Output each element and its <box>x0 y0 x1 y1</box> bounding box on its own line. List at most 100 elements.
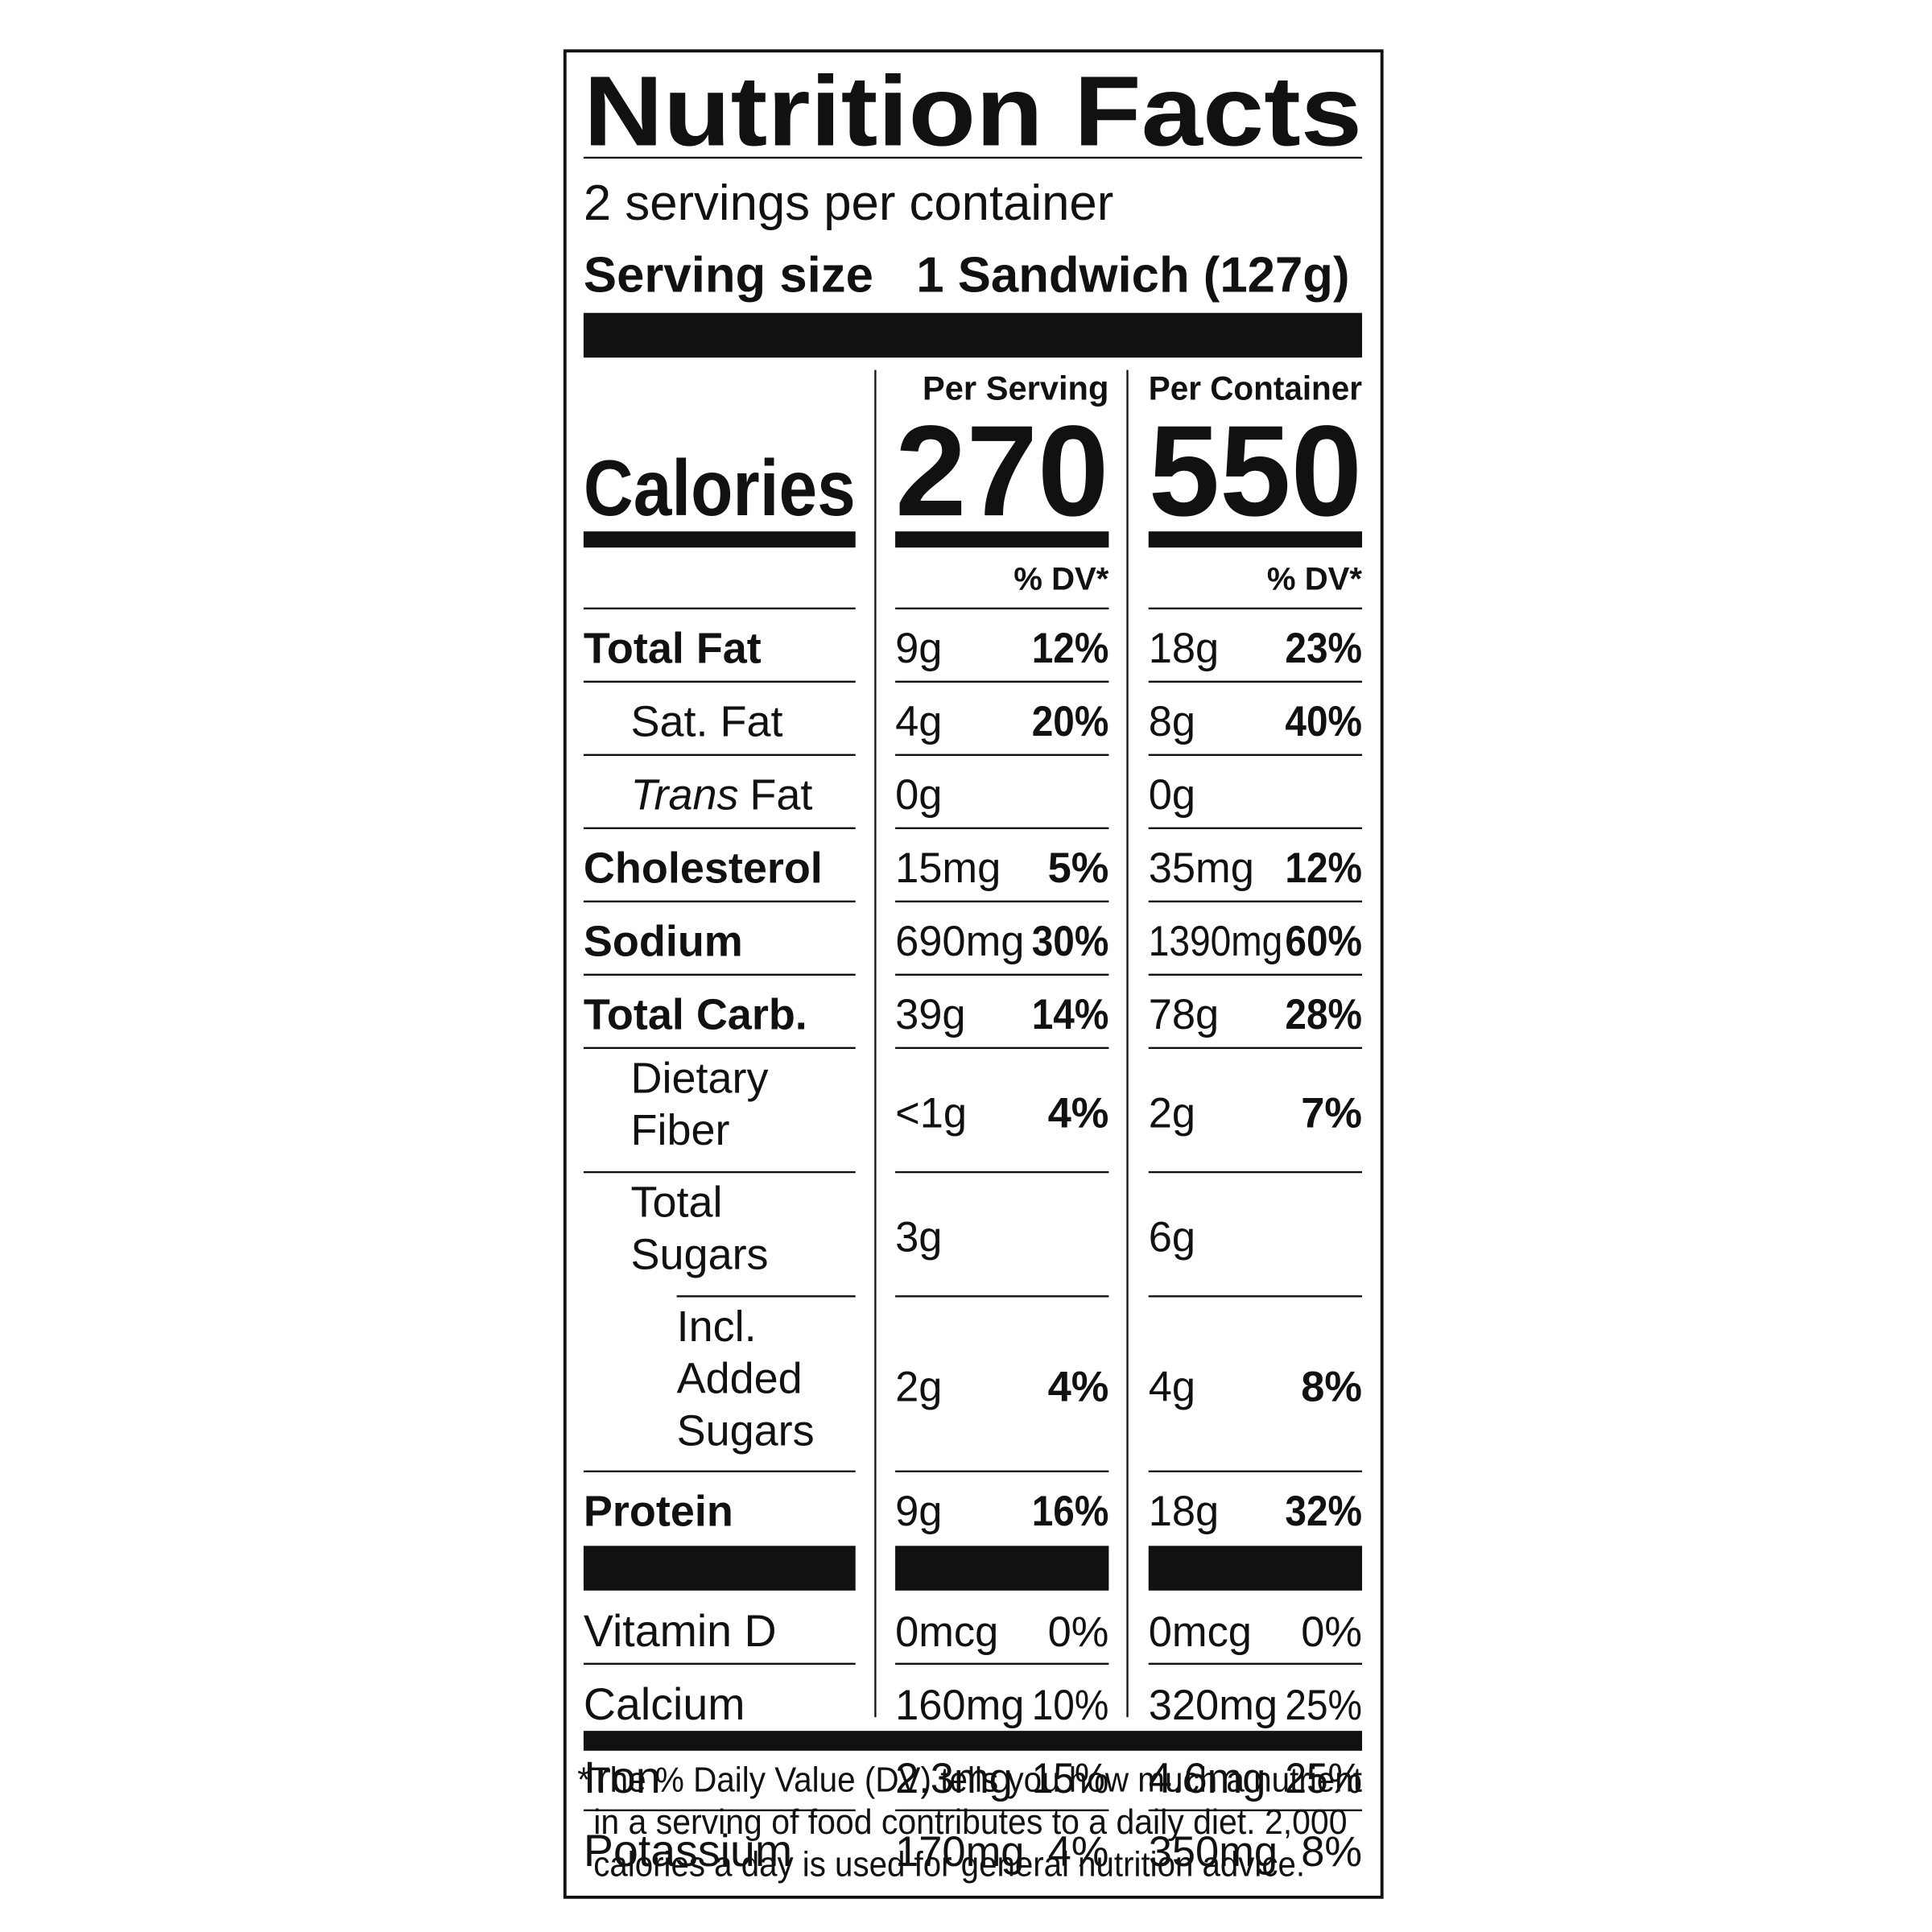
servings: 2 servings per container <box>584 175 1113 231</box>
thick-bar <box>895 1546 1109 1591</box>
amount: 9g <box>895 625 942 672</box>
calories-bar <box>1148 531 1363 548</box>
amount: 350mg <box>1149 1829 1278 1876</box>
nutrient-name: Trans Fat <box>631 771 813 819</box>
serving-size: 1 Sandwich (127g) <box>916 247 1349 303</box>
amount: 18g <box>1149 625 1220 672</box>
daily-value: 12% <box>1032 625 1109 672</box>
nutrient-name: Sodium <box>584 918 743 966</box>
vitamin-name: Potassium <box>584 1826 792 1876</box>
label-border <box>563 49 1384 1899</box>
daily-value: 28% <box>1285 992 1362 1038</box>
calories-value: 270 <box>895 398 1108 543</box>
vitamin-name: Iron <box>584 1752 661 1802</box>
amount: 320mg <box>1149 1682 1278 1729</box>
nutrient-name: Sat. Fat <box>631 698 783 746</box>
name-rest: Fat <box>749 771 812 819</box>
dv-heading: % DV* <box>1013 562 1108 597</box>
amount: 0mcg <box>1149 1609 1252 1656</box>
daily-value: 60% <box>1285 919 1362 965</box>
name-line: Dietary <box>631 1054 769 1102</box>
vitamin-name: Vitamin D <box>584 1606 777 1656</box>
daily-value: 0% <box>1048 1609 1109 1656</box>
thick-bar <box>583 1546 856 1591</box>
daily-value: 12% <box>1285 845 1362 892</box>
daily-value: 40% <box>1285 699 1362 745</box>
amount: 2g <box>895 1364 942 1411</box>
name-line: Sugars <box>631 1230 769 1278</box>
name-line: Total <box>631 1179 723 1227</box>
amount: 0g <box>1149 772 1195 819</box>
vitamin-name: Calcium <box>584 1679 745 1729</box>
amount: 35mg <box>1149 845 1254 892</box>
nutrient-name: Total Fat <box>584 625 762 673</box>
calories-label: Calories <box>584 444 856 532</box>
daily-value: 25% <box>1285 1756 1362 1802</box>
dv-heading: % DV* <box>1267 562 1362 597</box>
amount: 160mg <box>895 1682 1024 1729</box>
daily-value: 4% <box>1048 1091 1109 1137</box>
amount: 2.3mg <box>895 1756 1013 1802</box>
nutrient-name: Cholesterol <box>584 844 823 893</box>
thick-bar <box>583 312 1363 358</box>
name-line: Added <box>677 1355 803 1403</box>
name-line: Incl. <box>677 1302 757 1351</box>
daily-value: 20% <box>1032 699 1109 745</box>
nutrient-name: Incl. Added Sugars <box>677 1302 815 1455</box>
amount: 6g <box>1149 1215 1195 1261</box>
amount: 4g <box>1149 1364 1195 1411</box>
amount: 4.6mg <box>1149 1756 1266 1802</box>
column-heading: Per Serving <box>923 369 1108 407</box>
amount: 170mg <box>895 1829 1024 1876</box>
daily-value: 8% <box>1301 1829 1362 1876</box>
calories-bar <box>583 531 856 548</box>
amount: 18g <box>1149 1488 1220 1535</box>
nutrient-name: Total Carb. <box>584 991 807 1039</box>
title: Nutrition Facts <box>584 56 1362 167</box>
daily-value: 8% <box>1301 1364 1362 1411</box>
daily-value: 16% <box>1032 1488 1109 1535</box>
amount: 9g <box>895 1488 942 1535</box>
daily-value: 30% <box>1032 919 1109 965</box>
amount: 15mg <box>895 845 1001 892</box>
amount: 690mg <box>895 919 1024 965</box>
amount: 39g <box>895 992 966 1038</box>
name-line: Sugars <box>677 1406 815 1455</box>
daily-value: 15% <box>1032 1756 1109 1802</box>
name-line: Fiber <box>631 1106 730 1154</box>
amount: 3g <box>895 1215 942 1261</box>
bottom-bar <box>583 1731 1363 1751</box>
amount: 8g <box>1149 699 1195 745</box>
footnote-line: in a serving of food contributes to a da… <box>593 1803 1347 1842</box>
nutrient-name: Protein <box>584 1488 733 1536</box>
amount: 2g <box>1149 1091 1195 1137</box>
amount: 78g <box>1149 992 1220 1038</box>
daily-value: 0% <box>1301 1609 1362 1656</box>
amount: 0mcg <box>895 1609 998 1656</box>
amount: 0g <box>895 772 942 819</box>
serving-size-label: Serving size <box>584 247 873 303</box>
daily-value: 14% <box>1032 992 1109 1038</box>
amount: 4g <box>895 699 942 745</box>
nutrient-name: Total Sugars <box>631 1179 769 1279</box>
daily-value: 4% <box>1048 1829 1109 1876</box>
daily-value: 7% <box>1301 1091 1362 1137</box>
nutrient-name: Dietary Fiber <box>631 1054 769 1154</box>
daily-value: 32% <box>1285 1488 1362 1535</box>
amount: <1g <box>895 1091 967 1137</box>
column-heading: Per Container <box>1149 369 1362 407</box>
footnote-line: calories a day is used for general nutri… <box>593 1846 1305 1885</box>
daily-value: 23% <box>1285 625 1362 672</box>
amount: 1390mg <box>1149 919 1283 965</box>
footnote-line: *The % Daily Value (DV) tells you how mu… <box>577 1761 1362 1800</box>
calories-value: 550 <box>1149 398 1362 543</box>
daily-value: 10% <box>1032 1682 1109 1729</box>
calories-bar <box>895 531 1109 548</box>
name-italic: Trans <box>631 771 739 819</box>
thick-bar <box>1148 1546 1363 1591</box>
daily-value: 25% <box>1285 1682 1362 1729</box>
daily-value: 5% <box>1048 845 1109 892</box>
daily-value: 4% <box>1048 1364 1109 1411</box>
